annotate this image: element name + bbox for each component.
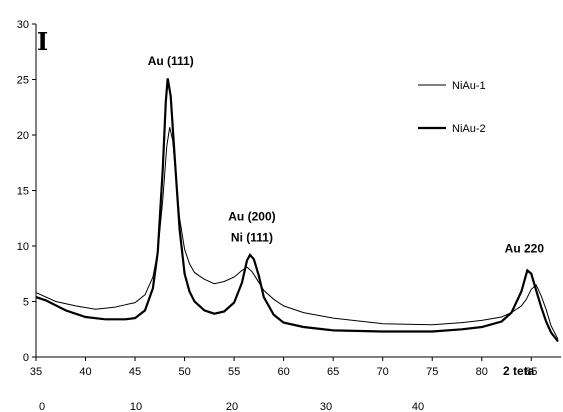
secondary-axis-ticks: 0 10 20 30 40 <box>39 401 424 412</box>
y-tick-label: 5 <box>23 297 29 309</box>
peak-label: Au 220 <box>505 242 545 256</box>
x-tick-label: 40 <box>79 366 91 378</box>
y-axis-ticks: 0 5 10 15 20 25 30 <box>17 19 36 364</box>
x-tick-label: 45 <box>129 366 141 378</box>
legend: NiAu-1 NiAu-2 <box>418 80 486 135</box>
secondary-tick-label: 0 <box>39 401 45 412</box>
panel-label: I <box>37 27 48 56</box>
y-tick-label: 10 <box>17 241 29 253</box>
x-tick-label: 35 <box>30 366 42 378</box>
peak-label: Au (200) <box>228 209 275 223</box>
secondary-tick-label: 10 <box>130 401 142 412</box>
legend-label-niau-2: NiAu-2 <box>452 123 486 135</box>
x-tick-label: 65 <box>327 366 339 378</box>
x-tick-label: 85 <box>525 366 537 378</box>
x-axis-label: 2 teta <box>503 364 535 378</box>
y-tick-label: 20 <box>17 130 29 142</box>
x-tick-label: 50 <box>178 366 190 378</box>
x-tick-label: 75 <box>426 366 438 378</box>
y-tick-label: 30 <box>17 19 29 31</box>
y-tick-label: 0 <box>23 352 29 364</box>
series-line-niau-1 <box>35 127 559 340</box>
x-tick-label: 60 <box>278 366 290 378</box>
series-line-niau-2 <box>35 78 559 343</box>
secondary-tick-label: 40 <box>412 401 424 412</box>
peak-label: Ni (111) <box>231 231 273 245</box>
legend-label-niau-1: NiAu-1 <box>452 80 486 92</box>
x-tick-label: 55 <box>228 366 240 378</box>
peak-label: Au (111) <box>148 54 194 68</box>
y-tick-label: 25 <box>17 75 29 87</box>
x-tick-label: 80 <box>476 366 488 378</box>
peak-annotations: Au (111) Au (200) Ni (111) Au 220 <box>148 54 545 256</box>
y-tick-label: 15 <box>17 186 29 198</box>
secondary-tick-label: 20 <box>226 401 238 412</box>
x-tick-label: 70 <box>377 366 389 378</box>
secondary-tick-label: 30 <box>320 401 332 412</box>
x-axis-ticks: 35 40 45 50 55 60 65 70 75 80 85 <box>30 357 537 378</box>
